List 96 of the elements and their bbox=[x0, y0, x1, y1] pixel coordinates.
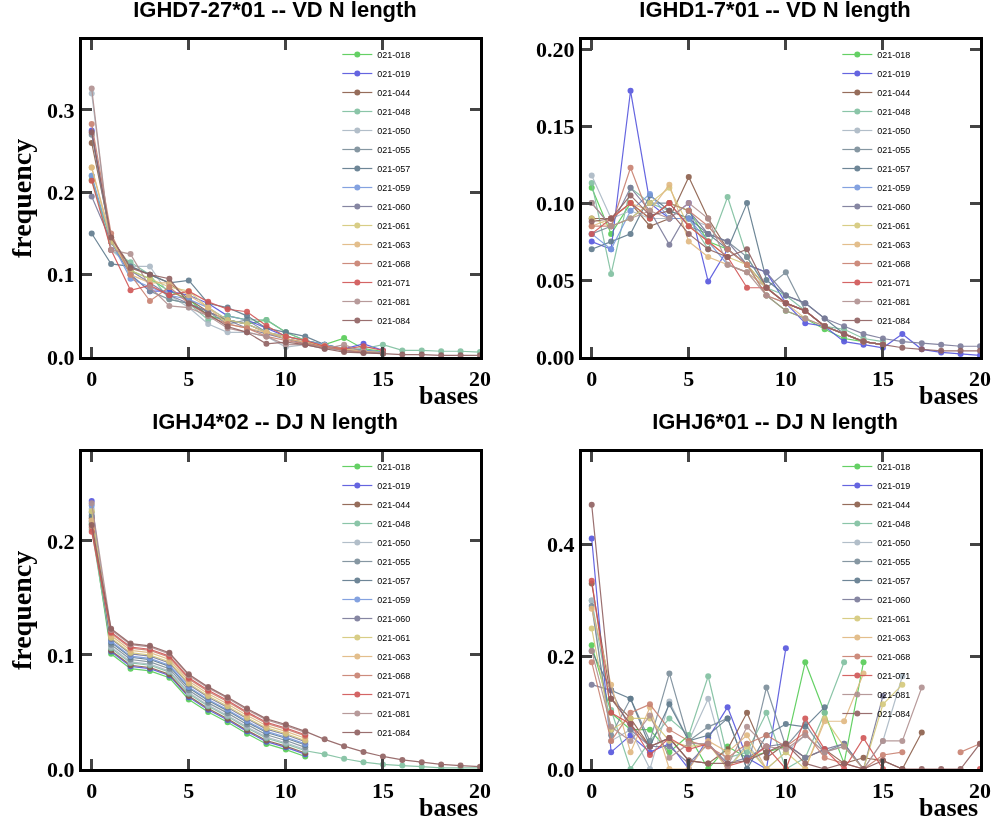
y-tick-label: 0.4 bbox=[547, 531, 575, 557]
legend-label: 021-055 bbox=[877, 145, 911, 156]
legend-label: 021-061 bbox=[377, 633, 411, 644]
y-tick-label: 0.0 bbox=[47, 344, 75, 370]
legend-label: 021-019 bbox=[377, 69, 411, 80]
legend-label: 021-081 bbox=[377, 709, 411, 720]
x-tick-label: 15 bbox=[371, 366, 394, 392]
legend-label: 021-019 bbox=[877, 69, 911, 80]
y-tick-label: 0.00 bbox=[536, 344, 575, 370]
legend-label: 021-081 bbox=[877, 690, 911, 701]
x-tick-label: 0 bbox=[586, 778, 598, 804]
chart-title: IGHD7-27*01 -- VD N length bbox=[133, 0, 417, 23]
legend-label: 021-044 bbox=[377, 88, 411, 99]
legend-label: 021-063 bbox=[377, 240, 411, 251]
legend-label: 021-084 bbox=[877, 709, 911, 720]
legend-label: 021-050 bbox=[377, 538, 411, 549]
x-tick-label: 5 bbox=[683, 366, 695, 392]
legend-label: 021-048 bbox=[877, 107, 911, 118]
legend-label: 021-061 bbox=[377, 221, 411, 232]
x-tick-label: 10 bbox=[274, 778, 297, 804]
y-axis-title: frequency bbox=[5, 550, 37, 671]
legend-label: 021-063 bbox=[377, 652, 411, 663]
x-tick-label: 5 bbox=[683, 778, 695, 804]
legend-label: 021-084 bbox=[377, 728, 411, 739]
legend-label: 021-018 bbox=[877, 462, 911, 473]
x-tick-label: 0 bbox=[586, 366, 598, 392]
legend-label: 021-048 bbox=[377, 519, 411, 530]
legend-label: 021-018 bbox=[377, 462, 411, 473]
legend-label: 021-071 bbox=[877, 278, 911, 289]
legend-label: 021-060 bbox=[877, 202, 911, 213]
legend-label: 021-060 bbox=[877, 595, 911, 606]
y-tick-label: 0.20 bbox=[536, 36, 575, 62]
x-tick-label: 0 bbox=[86, 366, 98, 392]
legend-label: 021-068 bbox=[377, 259, 411, 270]
legend-label: 021-068 bbox=[877, 259, 911, 270]
chart-title: IGHJ6*01 -- DJ N length bbox=[652, 409, 898, 435]
chart-title: IGHD1-7*01 -- VD N length bbox=[639, 0, 911, 23]
legend-label: 021-044 bbox=[377, 500, 411, 511]
y-tick-label: 0.2 bbox=[47, 528, 75, 554]
legend-label: 021-055 bbox=[877, 557, 911, 568]
legend-label: 021-044 bbox=[877, 500, 911, 511]
legend-label: 021-019 bbox=[877, 481, 911, 492]
chart-title: IGHJ4*02 -- DJ N length bbox=[152, 409, 398, 435]
legend-label: 021-084 bbox=[877, 316, 911, 327]
legend-label: 021-061 bbox=[877, 221, 911, 232]
legend-label: 021-048 bbox=[377, 107, 411, 118]
legend-label: 021-060 bbox=[377, 614, 411, 625]
legend-label: 021-057 bbox=[877, 164, 911, 175]
legend-label: 021-068 bbox=[377, 671, 411, 682]
x-tick-label: 0 bbox=[86, 778, 98, 804]
legend-label: 021-018 bbox=[377, 50, 411, 61]
y-tick-label: 0.1 bbox=[47, 262, 75, 288]
legend-label: 021-081 bbox=[877, 297, 911, 308]
legend-label: 021-044 bbox=[877, 88, 911, 99]
legend-label: 021-063 bbox=[877, 240, 911, 251]
legend-label: 021-048 bbox=[877, 519, 911, 530]
legend-label: 021-018 bbox=[877, 50, 911, 61]
y-tick-label: 0.2 bbox=[547, 644, 575, 670]
x-tick-label: 5 bbox=[183, 366, 195, 392]
y-tick-label: 0.05 bbox=[536, 267, 575, 293]
legend-label: 021-071 bbox=[377, 278, 411, 289]
legend-label: 021-055 bbox=[377, 557, 411, 568]
legend-label: 021-061 bbox=[877, 614, 911, 625]
legend-label: 021-050 bbox=[877, 538, 911, 549]
legend-label: 021-059 bbox=[877, 183, 911, 194]
legend-label: 021-059 bbox=[377, 183, 411, 194]
legend-label: 021-059 bbox=[377, 595, 411, 606]
x-tick-label: 10 bbox=[774, 778, 797, 804]
y-tick-label: 0.3 bbox=[47, 97, 75, 123]
legend-label: 021-055 bbox=[377, 145, 411, 156]
x-tick-label: 5 bbox=[183, 778, 195, 804]
y-tick-label: 0.0 bbox=[47, 756, 75, 782]
legend-label: 021-057 bbox=[377, 576, 411, 587]
legend-label: 021-050 bbox=[377, 126, 411, 137]
legend-label: 021-071 bbox=[877, 671, 911, 682]
legend-label: 021-057 bbox=[377, 164, 411, 175]
x-tick-label: 15 bbox=[871, 778, 894, 804]
legend-label: 021-081 bbox=[377, 297, 411, 308]
legend-label: 021-071 bbox=[377, 690, 411, 701]
legend-label: 021-084 bbox=[377, 316, 411, 327]
legend-label: 021-063 bbox=[877, 633, 911, 644]
y-tick-label: 0.0 bbox=[547, 756, 575, 782]
x-tick-label: 15 bbox=[371, 778, 394, 804]
x-tick-label: 10 bbox=[274, 366, 297, 392]
legend-label: 021-050 bbox=[877, 126, 911, 137]
legend-label: 021-060 bbox=[377, 202, 411, 213]
x-tick-label: 15 bbox=[871, 366, 894, 392]
legend-label: 021-019 bbox=[377, 481, 411, 492]
legend-label: 021-057 bbox=[877, 576, 911, 587]
legend-label: 021-068 bbox=[877, 652, 911, 663]
y-axis-title: frequency bbox=[5, 138, 37, 259]
x-tick-label: 10 bbox=[774, 366, 797, 392]
y-tick-label: 0.10 bbox=[536, 190, 575, 216]
y-tick-label: 0.1 bbox=[47, 642, 75, 668]
y-tick-label: 0.2 bbox=[47, 180, 75, 206]
y-tick-label: 0.15 bbox=[536, 113, 575, 139]
